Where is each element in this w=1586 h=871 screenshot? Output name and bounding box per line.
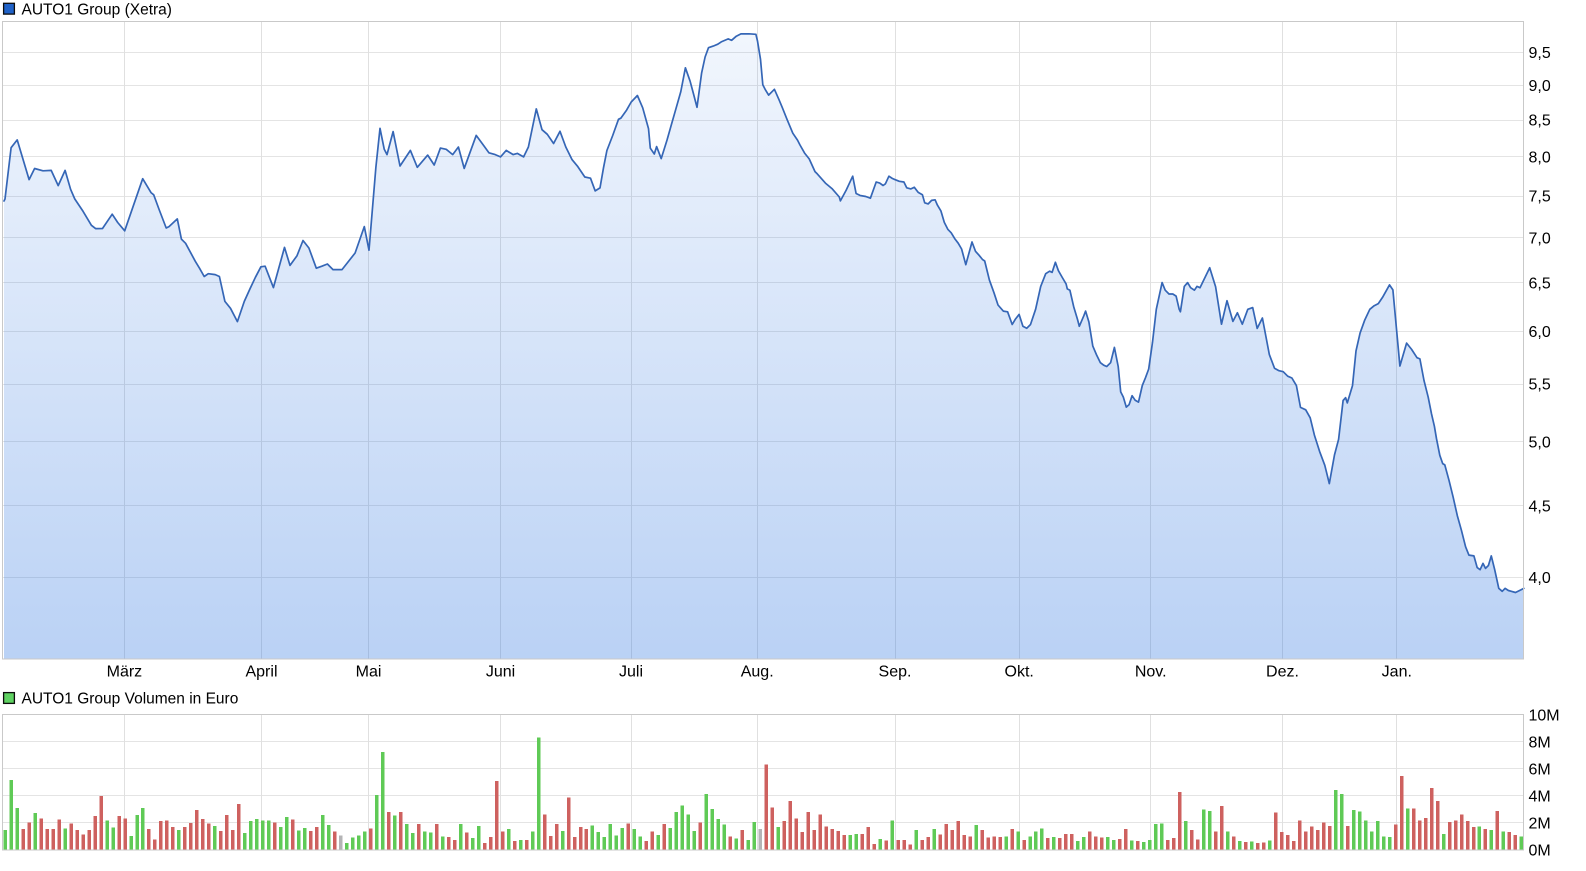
svg-text:9,0: 9,0 [1529,78,1551,95]
svg-text:7,0: 7,0 [1529,230,1551,247]
svg-text:April: April [245,664,277,681]
svg-text:10M: 10M [1529,707,1560,724]
svg-text:7,5: 7,5 [1529,189,1551,206]
svg-text:6,0: 6,0 [1529,324,1551,341]
svg-text:5,0: 5,0 [1529,435,1551,452]
svg-text:Sep.: Sep. [879,664,912,681]
svg-text:Jan.: Jan. [1382,664,1412,681]
svg-text:8,5: 8,5 [1529,113,1551,130]
svg-text:4,5: 4,5 [1529,499,1551,516]
svg-text:Aug.: Aug. [741,664,774,681]
svg-text:4M: 4M [1529,789,1551,806]
svg-text:8M: 8M [1529,734,1551,751]
svg-text:Nov.: Nov. [1135,664,1167,681]
svg-text:März: März [107,664,143,681]
svg-text:5,5: 5,5 [1529,377,1551,394]
svg-text:Juli: Juli [619,664,643,681]
svg-text:Juni: Juni [486,664,515,681]
svg-text:0M: 0M [1529,843,1551,860]
svg-text:AUTO1 Group (Xetra): AUTO1 Group (Xetra) [22,2,172,19]
svg-text:Mai: Mai [356,664,382,681]
svg-text:8,0: 8,0 [1529,150,1551,167]
svg-text:6M: 6M [1529,761,1551,778]
svg-text:Okt.: Okt. [1005,664,1034,681]
svg-text:4,0: 4,0 [1529,570,1551,587]
svg-text:9,5: 9,5 [1529,45,1551,62]
svg-text:Dez.: Dez. [1266,664,1299,681]
svg-text:2M: 2M [1529,816,1551,833]
svg-text:6,5: 6,5 [1529,275,1551,292]
svg-text:AUTO1 Group Volumen in Euro: AUTO1 Group Volumen in Euro [22,690,239,707]
